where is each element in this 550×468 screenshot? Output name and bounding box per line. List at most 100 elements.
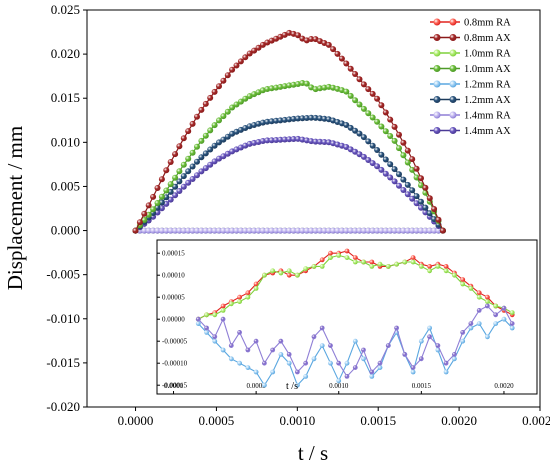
data-point <box>391 227 398 234</box>
data-point <box>262 360 267 366</box>
data-point <box>202 227 209 234</box>
data-point <box>308 138 315 145</box>
legend-item: 1.2mm RA <box>430 80 511 91</box>
data-point <box>295 382 300 388</box>
data-point <box>185 179 192 186</box>
data-point <box>509 321 515 326</box>
data-point <box>158 199 165 206</box>
data-point <box>427 334 432 340</box>
data-point <box>404 191 411 198</box>
main-series-1-4mm-ra <box>132 227 446 234</box>
legend-marker <box>449 96 457 103</box>
data-point <box>312 227 319 234</box>
data-point <box>277 227 284 234</box>
data-point <box>295 135 301 142</box>
data-point <box>295 227 301 234</box>
data-point <box>295 32 301 39</box>
data-point <box>387 174 394 181</box>
inset-y-tick-label: 0.00015 <box>162 250 185 258</box>
data-point <box>404 159 411 166</box>
data-point <box>378 123 385 130</box>
data-point <box>202 132 209 139</box>
data-point <box>237 58 244 65</box>
data-point <box>167 159 174 165</box>
data-point <box>180 183 187 190</box>
data-point <box>207 161 214 168</box>
data-point <box>476 308 482 313</box>
data-point <box>245 294 251 300</box>
data-point <box>286 352 292 357</box>
data-point <box>396 131 402 138</box>
data-point <box>286 116 293 123</box>
data-point <box>246 50 253 57</box>
data-point <box>150 193 157 200</box>
main-series-group <box>132 29 446 234</box>
legend-label: 1.2mm AX <box>464 95 511 106</box>
legend-label: 0.8mm RA <box>464 18 511 29</box>
data-point <box>253 286 259 291</box>
data-point <box>270 369 276 375</box>
data-point <box>278 338 284 344</box>
data-point <box>418 338 424 344</box>
data-point <box>277 117 284 124</box>
data-point <box>255 227 262 234</box>
data-point <box>255 44 262 51</box>
data-point <box>418 204 424 211</box>
legend-item: 0.8mm AX <box>430 33 511 44</box>
data-point <box>344 374 350 379</box>
data-point <box>396 145 402 152</box>
data-point <box>224 227 231 234</box>
data-point <box>158 193 165 200</box>
legend-label: 1.2mm RA <box>464 80 511 91</box>
data-point <box>402 352 408 357</box>
data-point <box>185 168 192 175</box>
data-point <box>369 369 375 375</box>
data-point <box>281 83 288 90</box>
data-point <box>180 135 187 142</box>
data-point <box>228 356 234 362</box>
data-point <box>439 227 446 234</box>
legend-label: 1.0mm AX <box>464 64 511 75</box>
data-point <box>233 101 240 108</box>
data-point <box>385 343 391 348</box>
data-point <box>378 166 385 173</box>
data-point <box>404 227 411 234</box>
data-point <box>295 272 300 278</box>
data-point <box>400 176 407 183</box>
data-point <box>281 136 288 143</box>
data-point <box>270 268 276 274</box>
data-point <box>185 227 192 234</box>
inset-x-tick-label: 0.0020 <box>494 382 514 390</box>
data-point <box>347 227 354 234</box>
data-point <box>352 365 358 370</box>
data-point <box>387 161 394 168</box>
data-point <box>468 286 474 291</box>
data-point <box>303 374 309 379</box>
data-point <box>180 161 187 168</box>
data-point <box>259 138 266 144</box>
data-point <box>360 153 367 160</box>
data-point <box>303 115 310 121</box>
data-point <box>176 188 183 194</box>
data-point <box>207 227 214 234</box>
data-point <box>409 187 416 194</box>
data-point <box>325 41 332 48</box>
data-point <box>391 123 398 130</box>
data-point <box>180 227 187 234</box>
data-point <box>396 227 402 234</box>
data-point <box>195 316 201 322</box>
data-point <box>476 321 482 326</box>
data-point <box>360 227 367 234</box>
data-point <box>369 114 376 121</box>
data-point <box>198 137 205 144</box>
data-point <box>365 138 372 145</box>
data-point <box>229 104 236 111</box>
data-point <box>369 259 375 265</box>
main-y-tick-label: -0.005 <box>46 267 80 282</box>
legend-marker <box>449 34 457 41</box>
data-point <box>485 299 490 304</box>
legend-marker <box>433 34 441 41</box>
data-point <box>396 182 402 189</box>
data-point <box>369 227 376 234</box>
main-plot-area: 0.0000 0.0005 0.0010 0.0015 0.0020 0.0025 -0.… <box>3 2 550 465</box>
